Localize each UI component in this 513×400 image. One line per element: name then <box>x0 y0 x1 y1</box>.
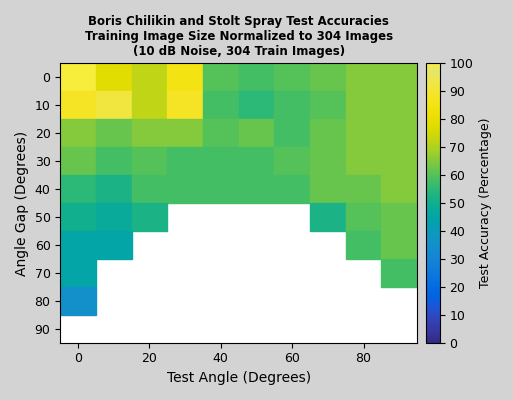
Bar <box>132 91 167 119</box>
Bar <box>96 147 132 175</box>
Bar <box>381 259 417 287</box>
Bar <box>381 175 417 203</box>
Bar <box>381 91 417 119</box>
Bar <box>61 231 96 259</box>
Bar <box>61 147 96 175</box>
Bar <box>274 91 310 119</box>
Bar <box>96 203 132 231</box>
Bar <box>96 175 132 203</box>
Bar <box>310 91 346 119</box>
Bar <box>61 175 96 203</box>
Bar <box>132 147 167 175</box>
Bar <box>346 231 381 259</box>
Bar <box>96 119 132 147</box>
Y-axis label: Test Accuracy (Percentage): Test Accuracy (Percentage) <box>479 118 492 288</box>
Bar <box>167 91 203 119</box>
Bar <box>310 203 346 231</box>
Bar <box>167 147 203 175</box>
Bar <box>346 63 381 91</box>
Bar <box>61 287 96 315</box>
Bar <box>274 119 310 147</box>
Bar <box>274 63 310 91</box>
Bar <box>310 175 346 203</box>
Bar <box>203 147 239 175</box>
Bar <box>132 119 167 147</box>
Bar <box>346 175 381 203</box>
Bar <box>346 119 381 147</box>
Bar <box>239 175 274 203</box>
Bar <box>239 91 274 119</box>
X-axis label: Test Angle (Degrees): Test Angle (Degrees) <box>167 371 311 385</box>
Bar <box>96 91 132 119</box>
Bar <box>381 63 417 91</box>
Bar <box>61 91 96 119</box>
Bar <box>203 119 239 147</box>
Bar <box>274 147 310 175</box>
Title: Boris Chilikin and Stolt Spray Test Accuracies
Training Image Size Normalized to: Boris Chilikin and Stolt Spray Test Accu… <box>85 15 393 58</box>
Bar <box>346 91 381 119</box>
Bar <box>203 175 239 203</box>
Bar <box>132 175 167 203</box>
Bar <box>274 175 310 203</box>
Bar <box>96 231 132 259</box>
Bar <box>203 91 239 119</box>
Bar <box>239 147 274 175</box>
Bar <box>61 119 96 147</box>
Y-axis label: Angle Gap (Degrees): Angle Gap (Degrees) <box>15 130 29 276</box>
Bar <box>61 259 96 287</box>
Bar <box>96 63 132 91</box>
Bar <box>346 147 381 175</box>
Bar <box>61 63 96 91</box>
Bar <box>381 231 417 259</box>
Bar <box>203 63 239 91</box>
Bar <box>381 119 417 147</box>
Bar <box>310 63 346 91</box>
Bar <box>167 119 203 147</box>
Bar <box>167 63 203 91</box>
Bar <box>239 119 274 147</box>
Bar <box>346 203 381 231</box>
Bar <box>132 63 167 91</box>
Bar <box>310 147 346 175</box>
Bar <box>239 63 274 91</box>
Bar <box>132 203 167 231</box>
Bar <box>381 147 417 175</box>
Bar <box>61 203 96 231</box>
Bar <box>381 203 417 231</box>
Bar <box>310 119 346 147</box>
Bar <box>167 175 203 203</box>
